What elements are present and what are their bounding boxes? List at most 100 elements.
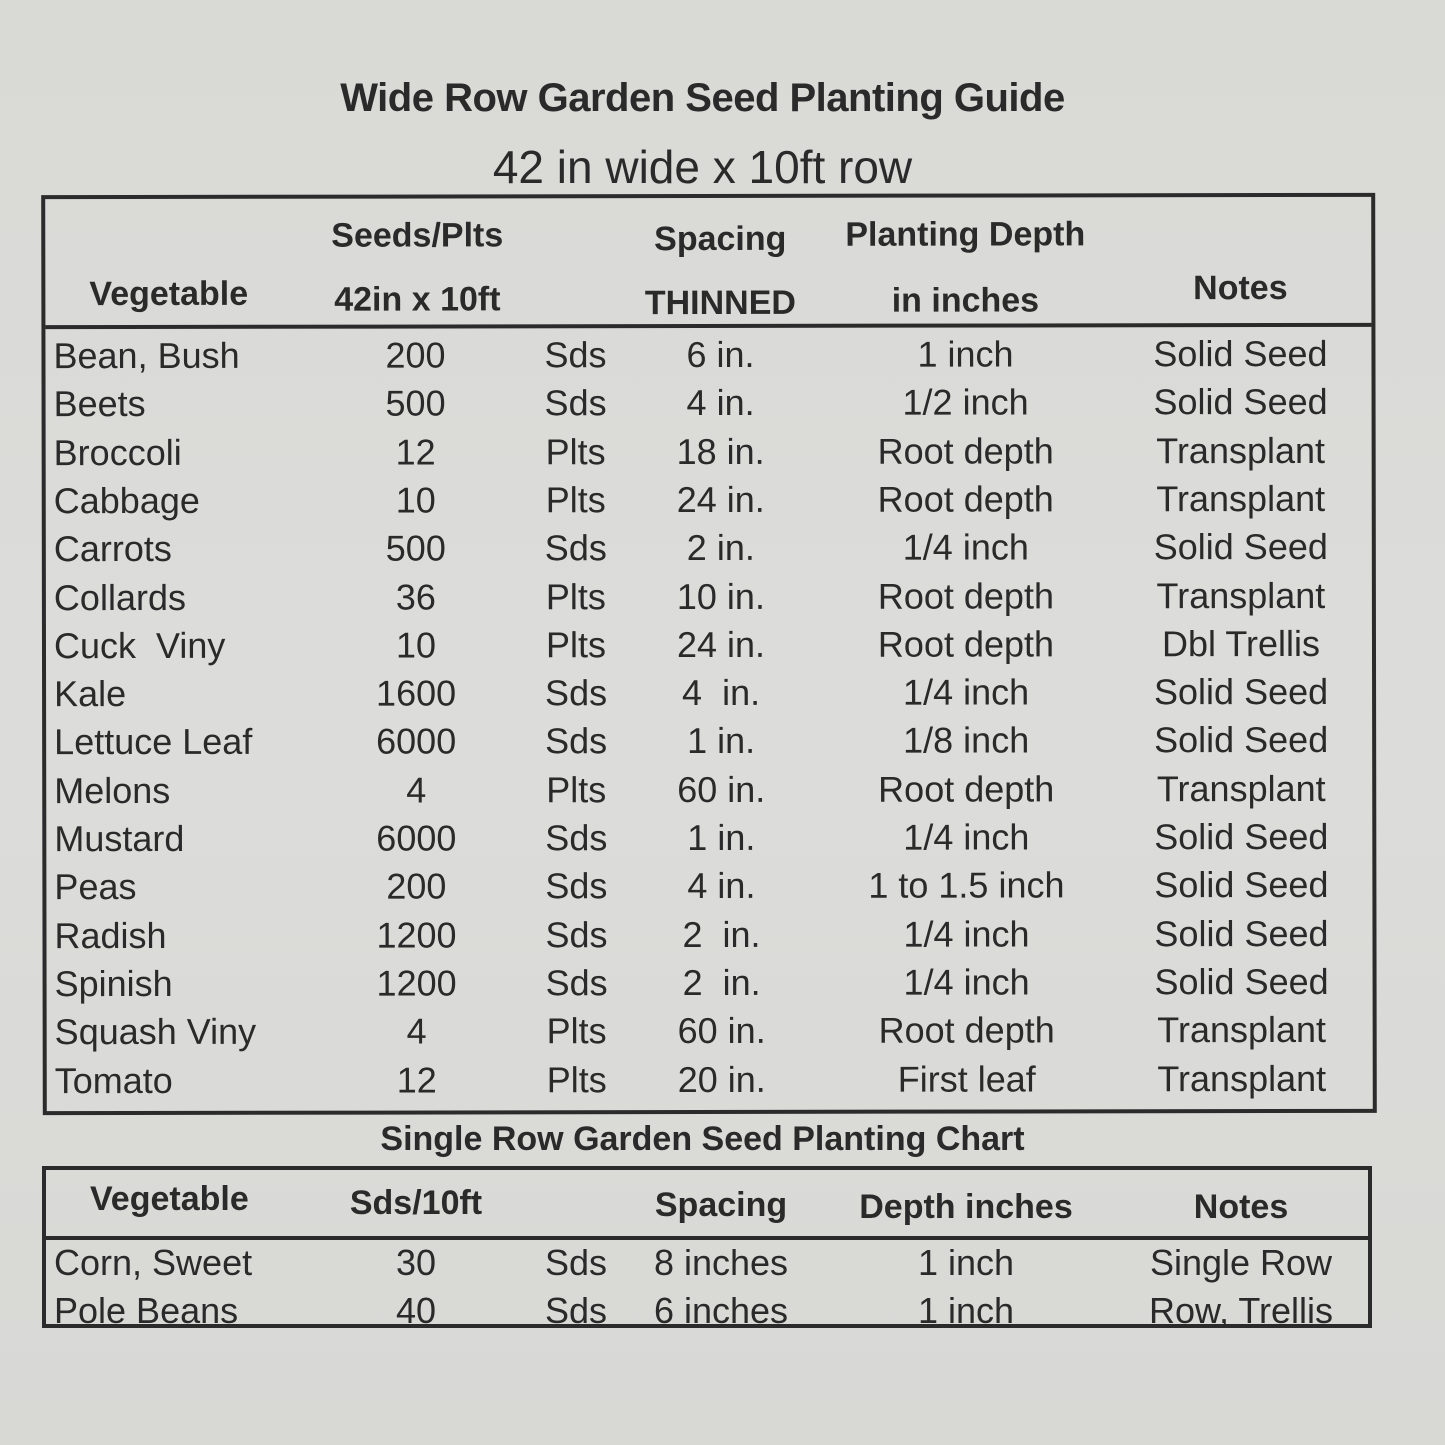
cell-vegetable: Mustard: [54, 817, 185, 860]
cell-vegetable: Beets: [53, 383, 146, 425]
cell-spacing: 60 in.: [677, 768, 766, 810]
table-row: Squash Viny 4 Plts 60 in. Root depth Transpla…: [47, 1009, 1373, 1059]
cell-vegetable: Radish: [54, 914, 167, 956]
cell-notes: Transplant: [1156, 477, 1326, 520]
cell-notes: Solid Seed: [1153, 381, 1328, 423]
cell-count: 1600: [375, 672, 457, 714]
table-row: Cabbage 10 Plts 24 in. Root depth Transplant: [46, 478, 1372, 528]
cell-spacing: 10 in.: [676, 575, 765, 617]
header-depth-line1: Planting Depth: [845, 215, 1086, 254]
cell-count: 10: [395, 624, 437, 666]
cell-unit: Sds: [544, 382, 607, 424]
cell-unit: Sds: [545, 817, 608, 859]
cell-depth: 1/4 inch: [903, 913, 1030, 955]
table-row: Melons 4 Plts 60 in. Root depth Transplant: [46, 768, 1372, 818]
single-table-header: Vegetable Sds/10ft Spacing Depth inches …: [46, 1170, 1368, 1240]
cell-spacing: 4 in.: [682, 672, 761, 714]
cell-depth: 1 inch: [917, 1290, 1015, 1331]
cell-count: 4: [406, 1010, 427, 1052]
table-row: Cuck Viny 10 Plts 24 in. Root depth Dbl Trell…: [46, 623, 1372, 673]
table-row: Kale 1600 Sds 4 in. 1/4 inch Solid Seed: [46, 671, 1372, 721]
cell-depth: 1/4 inch: [903, 816, 1030, 858]
cell-count: 6000: [376, 720, 457, 762]
cell-depth: Root depth: [878, 1009, 1055, 1051]
cell-vegetable: Collards: [53, 576, 186, 618]
cell-spacing: 24 in.: [676, 623, 766, 665]
cell-depth: 1/2 inch: [902, 381, 1029, 423]
cell-spacing: 1 in.: [687, 816, 756, 859]
cell-spacing: 60 in.: [677, 1010, 766, 1052]
table-row: Corn, Sweet 30 Sds 8 inches 1 inch Single Row: [46, 1242, 1368, 1290]
cell-unit: Sds: [545, 720, 608, 762]
header-spacing: Spacing: [654, 1186, 788, 1224]
cell-unit: Plts: [545, 479, 606, 521]
cell-notes: Solid Seed: [1154, 864, 1329, 906]
table-row: Lettuce Leaf 6000 Sds 1 in. 1/8 inch Solid Se…: [46, 719, 1372, 769]
table-row: Radish 1200 Sds 2 in. 1/4 inch Solid Seed: [46, 912, 1372, 962]
cell-depth: Root depth: [877, 574, 1054, 617]
cell-spacing: 2 in.: [686, 527, 755, 569]
cell-notes: Dbl Trellis: [1161, 622, 1321, 665]
single-row-table: Vegetable Sds/10ft Spacing Depth inches …: [42, 1166, 1372, 1331]
cell-depth: Root depth: [877, 478, 1054, 520]
table-row: Pole Beans 40 Sds 6 inches 1 inch Row, Trelli…: [46, 1290, 1368, 1338]
cell-vegetable: Lettuce Leaf: [54, 721, 253, 763]
cell-spacing: 18 in.: [676, 430, 765, 472]
cell-unit: Plts: [545, 430, 606, 472]
header-spacing-line1: Spacing: [654, 219, 787, 259]
cell-count: 6000: [376, 817, 457, 859]
cell-count: 30: [395, 1242, 437, 1283]
cell-notes: Transplant: [1156, 429, 1326, 471]
cell-notes: Solid Seed: [1154, 912, 1329, 954]
single-row-title: Single Row Garden Seed Planting Chart: [380, 1120, 1025, 1158]
table-row: Beets 500 Sds 4 in. 1/2 inch Solid Seed: [46, 381, 1372, 431]
cell-count: 40: [395, 1290, 437, 1331]
table-row: Broccoli 12 Plts 18 in. Root depth Transplant: [46, 429, 1372, 479]
wide-table-header: Vegetable Seeds/Plts 42in x 10ft Spacing…: [45, 196, 1372, 330]
cell-count: 36: [395, 575, 436, 618]
cell-depth: 1/4 inch: [903, 961, 1030, 1003]
cell-count: 200: [385, 334, 446, 376]
cell-depth: Root depth: [877, 429, 1054, 472]
cell-depth: Root depth: [877, 623, 1055, 665]
cell-vegetable: Bean, Bush: [53, 334, 240, 377]
table-row: Collards 36 Plts 10 in. Root depth Transplant: [46, 574, 1372, 624]
table-row: Tomato 12 Plts 20 in. First leaf Transplant: [47, 1057, 1373, 1107]
cell-unit: Plts: [546, 768, 607, 810]
cell-vegetable: Squash Viny: [54, 1010, 257, 1053]
table-row: Spinish 1200 Sds 2 in. 1/4 inch Solid Seed: [47, 961, 1373, 1011]
cell-vegetable: Melons: [54, 769, 171, 811]
document-subtitle: 42 in wide x 10ft row: [492, 141, 913, 193]
header-seeds-line2: 42in x 10ft: [334, 280, 501, 319]
document-title: Wide Row Garden Seed Planting Guide: [340, 76, 1065, 120]
cell-notes: Solid Seed: [1154, 815, 1329, 858]
cell-count: 500: [385, 527, 446, 569]
cell-unit: Plts: [545, 623, 607, 666]
header-vegetable: Vegetable: [90, 1180, 249, 1218]
header-notes: Notes: [1193, 268, 1288, 308]
cell-count: 4: [406, 769, 427, 811]
cell-depth: 1/8 inch: [903, 719, 1030, 762]
table-row: Bean, Bush 200 Sds 6 in. 1 inch Solid Seed: [45, 333, 1371, 383]
cell-unit: Plts: [545, 575, 606, 617]
cell-vegetable: Peas: [54, 866, 137, 908]
cell-unit: Plts: [546, 1010, 607, 1052]
cell-count: 500: [385, 382, 446, 424]
cell-notes: Solid Seed: [1154, 719, 1329, 761]
cell-depth: 1 inch: [917, 333, 1014, 375]
cell-unit: Plts: [546, 1058, 607, 1100]
cell-notes: Solid Seed: [1153, 671, 1329, 713]
cell-count: 1200: [376, 914, 457, 956]
cell-depth: First leaf: [897, 1057, 1036, 1100]
header-vegetable: Vegetable: [89, 274, 249, 314]
cell-notes: Solid Seed: [1154, 960, 1329, 1003]
header-notes: Notes: [1193, 1188, 1289, 1226]
cell-vegetable: Corn, Sweet: [54, 1242, 253, 1283]
cell-depth: 1 to 1.5 inch: [868, 864, 1065, 907]
cell-spacing: 20 in.: [677, 1058, 766, 1100]
cell-spacing: 2 in.: [682, 913, 761, 955]
cell-spacing: 8 inches: [653, 1242, 789, 1283]
cell-vegetable: Cabbage: [53, 479, 200, 522]
header-spacing-line2: THINNED: [644, 283, 796, 323]
cell-spacing: 6 in.: [686, 333, 755, 376]
